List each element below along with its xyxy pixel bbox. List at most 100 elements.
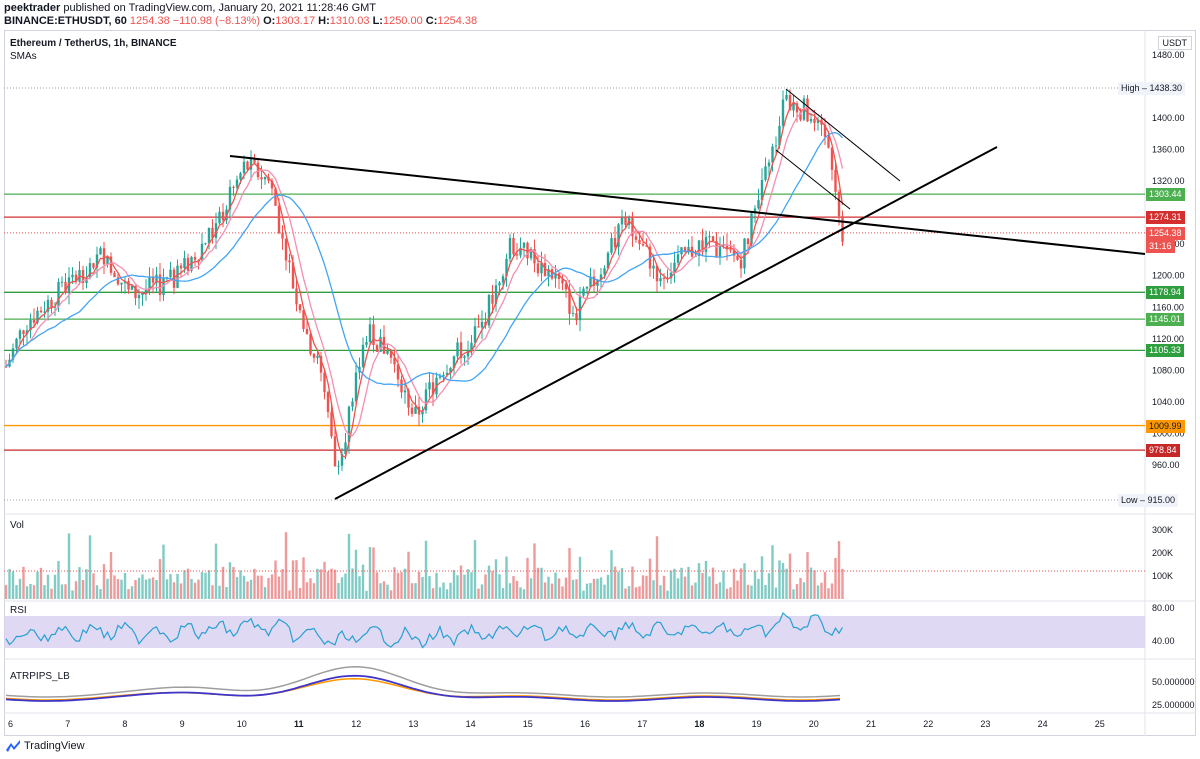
candle-body[interactable] [46, 299, 50, 312]
candle-body[interactable] [169, 269, 172, 278]
candle-body[interactable] [746, 238, 750, 245]
candle-body[interactable] [638, 239, 641, 244]
candle-body[interactable] [522, 242, 526, 248]
candle-body[interactable] [813, 118, 816, 123]
candle-body[interactable] [505, 258, 508, 277]
candle-body[interactable] [673, 262, 676, 273]
candle-body[interactable] [683, 247, 687, 253]
candle-body[interactable] [242, 161, 246, 174]
candle-body[interactable] [4, 366, 8, 368]
candle-body[interactable] [757, 200, 760, 209]
candle-body[interactable] [43, 311, 46, 313]
sma-line[interactable] [5, 106, 844, 437]
candle-body[interactable] [718, 245, 722, 257]
candle-body[interactable] [739, 259, 743, 269]
candle-body[interactable] [410, 407, 414, 414]
candle-body[interactable] [323, 372, 326, 393]
candle-body[interactable] [372, 324, 375, 346]
candle-body[interactable] [53, 306, 57, 308]
flag-lower-line[interactable] [775, 149, 851, 210]
candle-body[interactable] [197, 259, 200, 261]
candle-body[interactable] [263, 176, 267, 180]
candle-body[interactable] [704, 236, 708, 253]
candle-body[interactable] [368, 324, 372, 343]
candle-body[interactable] [375, 345, 379, 352]
candle-body[interactable] [36, 310, 39, 323]
candle-body[interactable] [778, 125, 781, 146]
candle-body[interactable] [568, 289, 571, 314]
candle-body[interactable] [494, 285, 498, 304]
atr-blue-line[interactable] [5, 674, 841, 702]
candle-body[interactable] [361, 344, 365, 367]
candle-body[interactable] [550, 269, 554, 279]
candle-body[interactable] [158, 274, 162, 295]
candle-body[interactable] [431, 382, 435, 395]
candle-body[interactable] [193, 256, 197, 260]
candle-body[interactable] [249, 159, 253, 170]
candle-body[interactable] [484, 321, 487, 326]
candle-body[interactable] [176, 265, 179, 288]
candle-body[interactable] [50, 299, 53, 308]
candle-body[interactable] [18, 330, 22, 339]
candle-body[interactable] [88, 263, 92, 278]
candle-body[interactable] [309, 333, 312, 355]
candle-body[interactable] [186, 257, 190, 271]
candle-body[interactable] [337, 465, 340, 467]
candle-body[interactable] [585, 286, 589, 289]
rsi-line[interactable] [5, 611, 844, 649]
candle-body[interactable] [354, 372, 358, 402]
candle-body[interactable] [519, 247, 522, 256]
candle-body[interactable] [837, 191, 841, 217]
candle-body[interactable] [15, 338, 18, 349]
candle-body[interactable] [662, 278, 666, 280]
candle-body[interactable] [92, 263, 95, 268]
candle-body[interactable] [449, 368, 452, 373]
candle-body[interactable] [330, 412, 333, 437]
candle-body[interactable] [708, 236, 711, 238]
candle-body[interactable] [589, 276, 592, 287]
candle-body[interactable] [347, 406, 351, 443]
candle-body[interactable] [81, 270, 85, 284]
candle-body[interactable] [795, 103, 799, 113]
candle-body[interactable] [641, 243, 645, 246]
candle-body[interactable] [60, 281, 64, 283]
candle-body[interactable] [11, 348, 15, 360]
candle-body[interactable] [333, 436, 337, 467]
candle-body[interactable] [340, 454, 344, 466]
candle-body[interactable] [106, 256, 109, 265]
candle-body[interactable] [113, 272, 116, 278]
candle-body[interactable] [428, 382, 431, 390]
candle-body[interactable] [750, 213, 753, 245]
atr-title[interactable]: ATRPIPS_LB [10, 671, 70, 682]
candle-body[interactable] [253, 159, 256, 163]
candle-body[interactable] [326, 392, 330, 413]
candle-body[interactable] [501, 276, 505, 283]
candle-body[interactable] [207, 227, 211, 244]
candle-body[interactable] [575, 313, 578, 321]
candle-body[interactable] [620, 217, 624, 225]
candle-body[interactable] [634, 236, 638, 240]
candle-body[interactable] [529, 248, 533, 259]
candle-body[interactable] [39, 310, 43, 313]
candle-body[interactable] [312, 354, 316, 358]
candle-body[interactable] [25, 330, 29, 335]
candle-body[interactable] [74, 274, 78, 282]
candle-body[interactable] [599, 274, 603, 280]
volume-title[interactable]: Vol [10, 520, 24, 531]
candle-body[interactable] [183, 257, 186, 269]
candle-body[interactable] [452, 356, 456, 369]
candle-body[interactable] [827, 136, 830, 148]
candle-body[interactable] [179, 265, 183, 269]
candle-body[interactable] [155, 274, 158, 283]
chart-frame[interactable] [4, 30, 1196, 736]
candle-body[interactable] [22, 330, 25, 335]
candle-body[interactable] [554, 273, 557, 279]
candle-body[interactable] [753, 208, 757, 214]
candle-body[interactable] [120, 282, 123, 285]
candle-body[interactable] [571, 313, 575, 315]
candle-body[interactable] [221, 211, 225, 221]
candle-body[interactable] [491, 294, 494, 304]
candle-body[interactable] [792, 103, 795, 111]
candle-body[interactable] [165, 277, 169, 279]
